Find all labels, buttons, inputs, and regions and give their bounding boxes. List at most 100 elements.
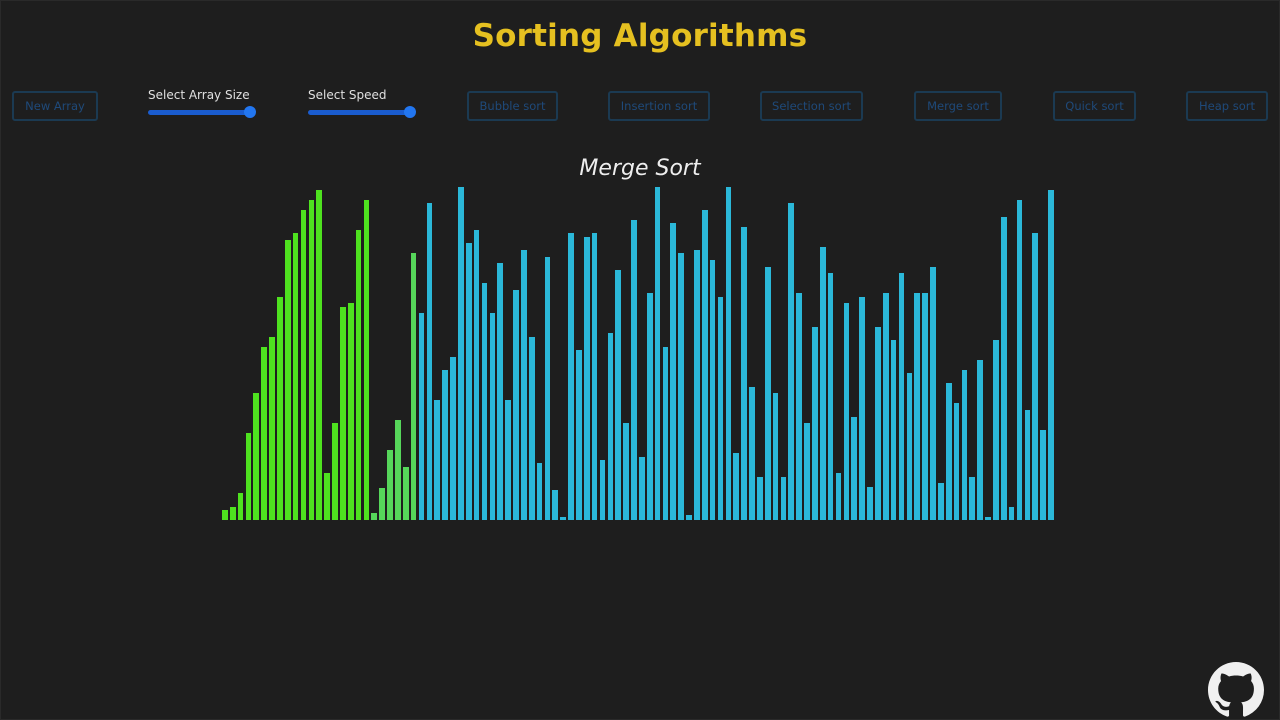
page-title: Sorting Algorithms	[472, 18, 808, 54]
array-bar	[591, 233, 598, 520]
array-bar	[316, 190, 323, 520]
array-bar	[528, 337, 535, 520]
speed-label: Select Speed	[308, 88, 387, 102]
array-bar	[741, 227, 747, 520]
array-bar	[631, 220, 637, 520]
selection-sort-button[interactable]: Selection sort	[760, 91, 863, 121]
array-bar	[379, 488, 386, 520]
array-bar	[890, 340, 897, 520]
array-bar	[764, 267, 771, 520]
array-bar	[694, 250, 700, 520]
bubble-sort-button[interactable]: Bubble sort	[467, 91, 558, 121]
array-bar	[875, 327, 881, 520]
array-bar	[332, 423, 338, 520]
array-bar	[906, 373, 913, 520]
array-bar	[536, 463, 543, 520]
array-size-slider-thumb[interactable]	[244, 106, 256, 118]
array-bar	[520, 250, 527, 520]
merge-sort-button[interactable]: Merge sort	[914, 91, 1002, 121]
github-icon[interactable]	[1208, 662, 1264, 718]
array-bar	[835, 473, 842, 520]
array-bar	[599, 460, 606, 520]
array-bar	[757, 477, 763, 520]
array-bar	[371, 513, 378, 520]
array-bar	[347, 303, 354, 520]
array-bar	[1048, 190, 1054, 520]
heap-sort-button[interactable]: Heap sort	[1186, 91, 1268, 121]
array-bar	[552, 490, 559, 520]
array-bar	[607, 333, 614, 520]
array-bar	[229, 507, 236, 520]
array-bar	[340, 307, 346, 520]
array-bar	[1008, 507, 1015, 520]
array-bar	[410, 253, 417, 520]
array-bar	[686, 515, 692, 520]
array-bar	[324, 473, 330, 520]
array-bar	[733, 453, 740, 520]
array-bar	[709, 260, 716, 520]
array-bar	[780, 477, 787, 520]
array-bar	[772, 393, 779, 520]
array-bar	[623, 423, 629, 520]
array-bar	[544, 257, 551, 520]
array-bar	[497, 263, 504, 520]
array-bar	[662, 347, 669, 520]
array-bar	[725, 187, 732, 520]
speed-slider-thumb[interactable]	[404, 106, 416, 118]
array-bar	[1000, 217, 1007, 520]
array-bar	[953, 403, 960, 520]
insertion-sort-button[interactable]: Insertion sort	[608, 91, 710, 121]
array-bar	[788, 203, 795, 520]
speed-control: Select Speed	[308, 88, 418, 118]
array-bar	[961, 370, 968, 520]
array-bar	[458, 187, 464, 520]
array-bar	[922, 293, 928, 520]
array-bar	[402, 467, 409, 520]
array-bar	[985, 517, 991, 520]
array-bar	[363, 200, 370, 520]
array-bar	[576, 350, 582, 520]
array-bar	[812, 327, 818, 520]
array-bar	[261, 347, 267, 520]
quick-sort-button[interactable]: Quick sort	[1053, 91, 1136, 121]
array-bar	[819, 247, 826, 520]
array-bar	[418, 313, 425, 520]
chart-title: Merge Sort	[579, 156, 701, 181]
bar-chart	[222, 180, 1056, 520]
array-bar	[796, 293, 803, 520]
array-bar	[513, 290, 519, 520]
array-bar	[245, 433, 252, 520]
array-bar	[269, 337, 275, 520]
array-bar	[473, 230, 480, 520]
array-bar	[930, 267, 936, 520]
array-bar	[489, 313, 496, 520]
array-bar	[277, 297, 283, 520]
array-size-slider[interactable]	[148, 106, 256, 118]
array-bar	[395, 420, 401, 520]
array-bar	[654, 187, 661, 520]
array-bar	[222, 510, 228, 520]
array-bar	[639, 457, 645, 520]
array-bar	[308, 200, 315, 520]
speed-slider[interactable]	[308, 106, 416, 118]
array-bar	[442, 370, 448, 520]
array-bar	[804, 423, 810, 520]
array-bar	[237, 493, 244, 520]
new-array-button[interactable]: New Array	[12, 91, 98, 121]
array-bar	[670, 223, 677, 520]
array-bar	[969, 477, 976, 520]
array-bar	[465, 243, 472, 520]
array-bar	[843, 303, 850, 520]
array-bar	[827, 273, 834, 520]
array-bar	[1032, 233, 1039, 520]
array-bar	[426, 203, 433, 520]
array-bar	[993, 340, 999, 520]
array-bar	[1040, 430, 1046, 520]
array-bar	[284, 240, 291, 520]
array-bar	[859, 297, 865, 520]
array-bar	[937, 483, 944, 520]
array-size-control: Select Array Size	[148, 88, 258, 118]
array-bar	[977, 360, 983, 520]
array-bar	[701, 210, 708, 520]
array-bar	[749, 387, 755, 520]
